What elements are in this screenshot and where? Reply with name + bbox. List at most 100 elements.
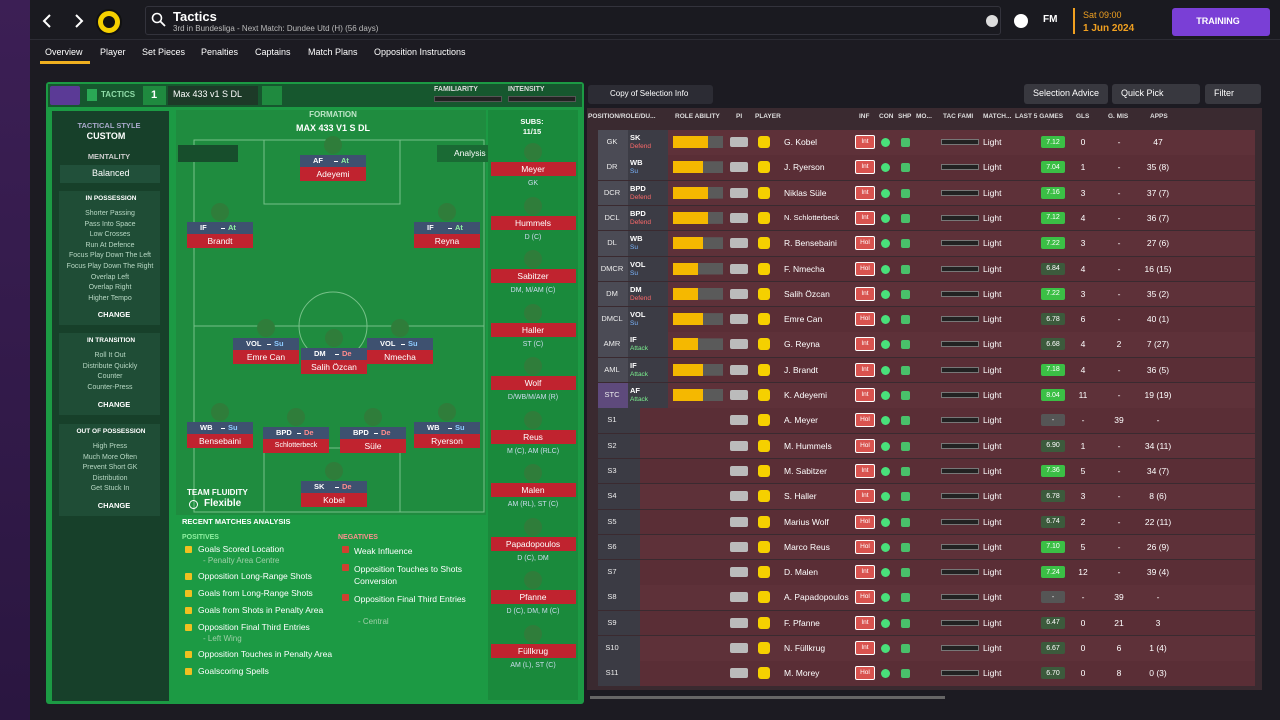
toolbar-button[interactable] (1205, 84, 1261, 104)
row-player[interactable]: N. Schlotterbeck (784, 212, 840, 222)
row-player[interactable]: Niklas Süle (784, 187, 827, 198)
row-player[interactable]: J. Brandt (784, 364, 819, 375)
table-row[interactable] (598, 534, 1255, 560)
column-header[interactable]: POSITION/ROLE/DU... (588, 113, 656, 120)
tactic-dropdown[interactable] (168, 86, 258, 105)
sub-name-bar[interactable] (491, 162, 576, 176)
row-player[interactable]: A. Papadopoulos (784, 592, 849, 603)
row-player[interactable]: A. Meyer (784, 415, 819, 426)
row-player[interactable]: M. Sabitzer (784, 465, 827, 476)
column-header[interactable]: ROLE ABILITY (675, 113, 720, 120)
row-player[interactable]: G. Reyna (784, 339, 820, 350)
sub-name-bar[interactable] (491, 322, 576, 337)
name-bar[interactable] (300, 167, 366, 181)
analysis-button[interactable] (437, 145, 488, 162)
column-header[interactable]: CON (879, 113, 894, 120)
position-cell (598, 307, 628, 332)
column-header[interactable]: MO... (916, 113, 932, 120)
table-row[interactable] (598, 585, 1255, 610)
column-header[interactable]: MATCH... (983, 113, 1012, 120)
slot-box[interactable] (143, 86, 166, 105)
tab[interactable]: Opposition Instructions (374, 47, 466, 57)
name-bar[interactable] (414, 434, 480, 448)
view-dropdown[interactable] (588, 85, 713, 104)
table-row[interactable] (598, 560, 1255, 585)
row-player[interactable]: N. Füllkrug (784, 643, 826, 653)
column-header[interactable]: G. MIS (1108, 113, 1129, 120)
column-header[interactable]: LAST 5 GAMES (1015, 113, 1064, 120)
row-position: S7 (607, 567, 617, 577)
change-button[interactable]: CHANGE (97, 310, 131, 319)
name-bar[interactable] (414, 234, 480, 248)
name-bar[interactable] (301, 360, 367, 374)
row-player[interactable]: M. Hummels (784, 440, 832, 451)
sub-name-bar[interactable] (491, 536, 576, 551)
add-button[interactable] (262, 86, 282, 105)
name-bar[interactable] (187, 434, 253, 448)
sub-name-bar[interactable] (491, 590, 576, 604)
column-header[interactable]: PLAYER (755, 113, 781, 120)
tab[interactable]: Player (100, 47, 126, 57)
column-header[interactable]: APPS (1150, 113, 1168, 120)
nav-arrows[interactable] (40, 12, 90, 30)
row-player[interactable]: K. Adeyemi (784, 390, 827, 400)
help-icons[interactable] (985, 13, 1035, 29)
sub-name-bar[interactable] (491, 643, 576, 658)
row-player[interactable]: D. Malen (784, 567, 819, 578)
training-button-bg[interactable] (1172, 8, 1270, 36)
table-row[interactable] (598, 636, 1255, 661)
row-player[interactable]: J. Ryerson (784, 162, 825, 173)
sub-name-bar[interactable] (491, 215, 576, 230)
row-player[interactable]: Marco Reus (784, 541, 830, 552)
sub-name-bar[interactable] (491, 483, 576, 497)
table-scrollbar[interactable] (590, 696, 945, 699)
toolbar-button[interactable] (1112, 84, 1200, 104)
table-row[interactable] (598, 610, 1255, 636)
name-bar[interactable] (367, 350, 433, 364)
row-player[interactable]: Marius Wolf (784, 516, 829, 527)
tab[interactable]: Match Plans (308, 47, 358, 57)
back-button[interactable] (50, 86, 80, 105)
name-bar[interactable] (187, 234, 253, 248)
name-bar[interactable] (301, 493, 367, 507)
mentality-dropdown[interactable] (60, 165, 160, 183)
sub-name-bar[interactable] (491, 269, 576, 283)
analysis-title[interactable]: RECENT MATCHES ANALYSIS (182, 517, 291, 526)
training-button[interactable]: TRAINING (1196, 16, 1240, 26)
row-player[interactable]: S. Haller (784, 491, 817, 502)
column-header[interactable]: PI (736, 113, 743, 120)
sub-name-bar[interactable] (491, 376, 576, 390)
sub-name-bar[interactable] (491, 429, 576, 444)
row-player[interactable]: Salih Özcan (784, 288, 830, 299)
table-row[interactable] (598, 458, 1255, 484)
search-box[interactable] (145, 6, 1001, 35)
column-header[interactable]: TAC FAMI (943, 113, 974, 120)
table-row[interactable] (598, 661, 1255, 686)
row-player[interactable]: F. Nmecha (784, 263, 825, 274)
column-header[interactable]: GLS (1076, 113, 1090, 120)
column-header[interactable]: INF (859, 113, 870, 120)
style-value[interactable]: CUSTOM (86, 131, 126, 141)
table-row[interactable] (598, 433, 1255, 459)
column-header[interactable]: SHP (898, 113, 912, 120)
name-bar[interactable] (340, 439, 406, 453)
tab[interactable]: Captains (255, 47, 291, 57)
tab[interactable]: Set Pieces (142, 47, 186, 57)
formation-name[interactable]: MAX 433 V1 S DL (295, 123, 371, 133)
change-button[interactable]: CHANGE (97, 501, 131, 510)
change-button[interactable]: CHANGE (97, 400, 131, 409)
tab[interactable]: Penalties (201, 47, 239, 57)
row-player[interactable]: R. Bensebaini (784, 238, 837, 249)
row-player[interactable]: Emre Can (784, 314, 823, 325)
toolbar-button[interactable] (1024, 84, 1108, 104)
row-player[interactable]: M. Morey (784, 668, 820, 679)
table-row[interactable] (598, 408, 1255, 433)
tab[interactable]: Overview (45, 47, 83, 57)
table-row[interactable] (598, 484, 1255, 509)
row-player[interactable]: F. Pfanne (784, 617, 820, 628)
table-row[interactable] (598, 509, 1255, 534)
name-bar[interactable] (233, 350, 299, 364)
search-icon[interactable] (151, 12, 167, 28)
name-bar[interactable] (263, 439, 329, 453)
row-player[interactable]: G. Kobel (784, 137, 818, 147)
